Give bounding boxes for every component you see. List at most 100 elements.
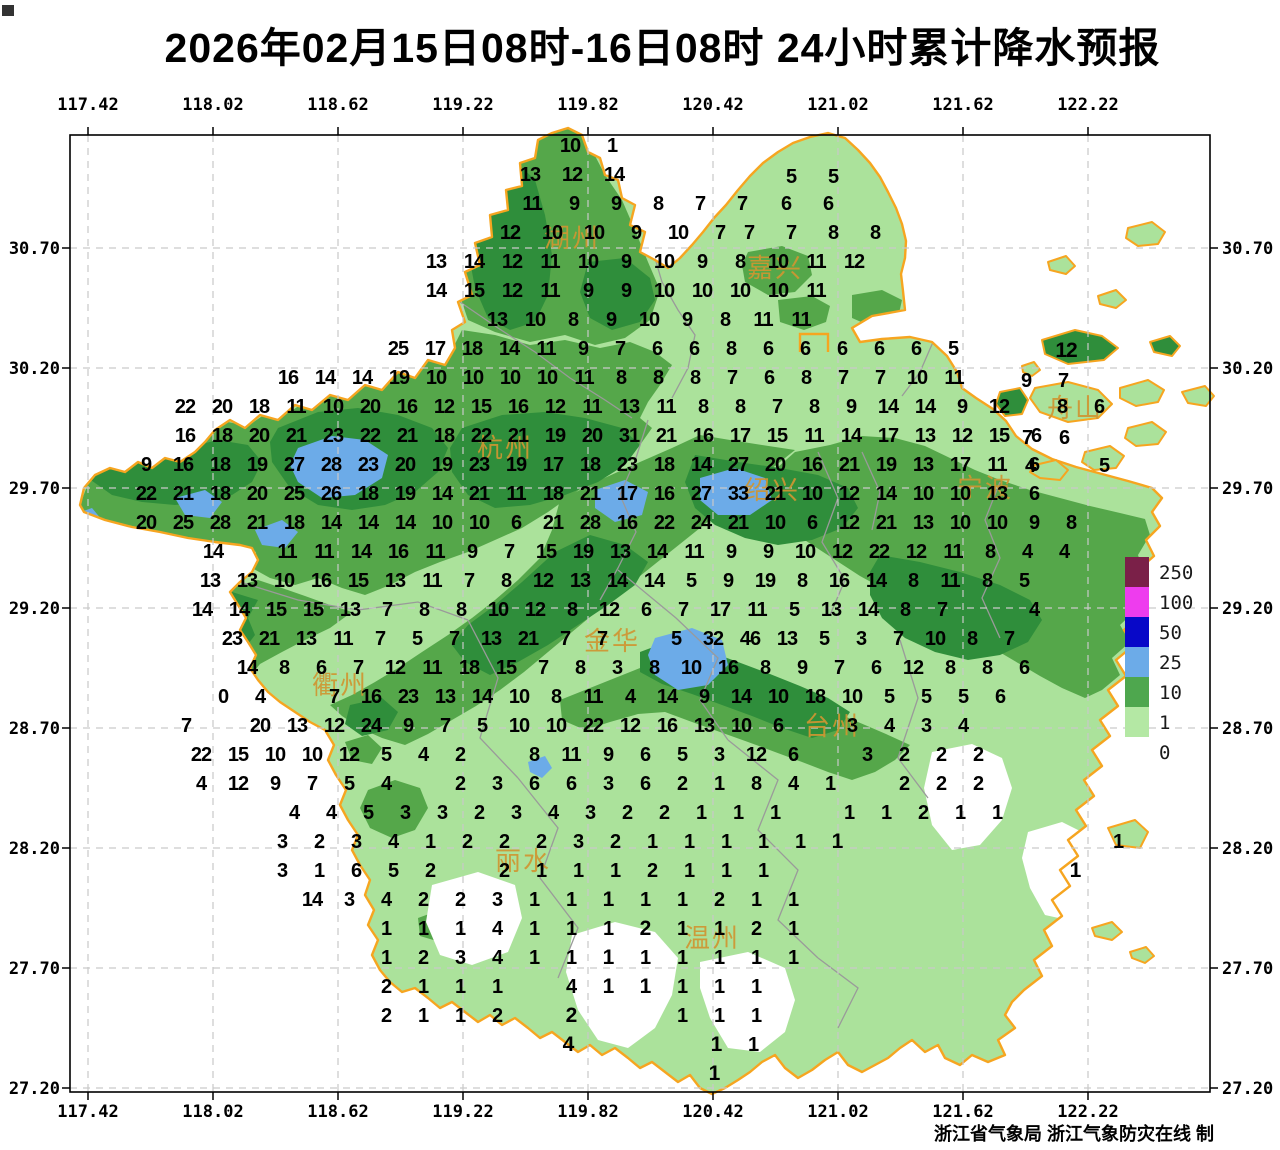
precip-value: 1 [418,1005,429,1027]
precip-value: 14 [915,396,937,418]
precip-value: 8 [568,309,579,331]
precip-value: 1 [455,918,466,940]
precip-value: 6 [640,773,651,795]
precip-value: 7 [382,599,393,621]
precip-value: 7 [307,773,318,795]
precip-value: 12 [620,715,641,737]
x-axis-label-top: 118.02 [182,95,243,115]
precip-value: 9 [611,193,622,215]
precip-value: 7 [744,222,755,244]
precip-value: 12 [599,599,620,621]
y-axis-label-left: 30.20 [9,359,60,379]
precip-value: 1 [748,1034,759,1056]
precip-value: 8 [982,657,993,679]
precip-value: 11 [656,396,676,418]
precip-value: 13 [694,715,715,737]
precip-value: 6 [1029,483,1040,505]
precip-value: 11 [753,309,773,331]
city-label-金华: 金华 [584,626,640,656]
precip-value: 22 [191,744,212,766]
y-axis-label-left: 29.70 [9,479,60,499]
precip-value: 4 [566,976,578,998]
precip-value: 1 [955,802,966,824]
precip-value: 1 [573,860,584,882]
precip-value: 3 [585,802,596,824]
precip-value: 15 [348,570,369,592]
precip-value: 3 [351,831,362,853]
precip-value: 7 [737,193,748,215]
precip-value: 21 [469,483,490,505]
precip-value: 7 [1004,628,1015,650]
precip-value: 8 [809,396,820,418]
precip-value: 5 [477,715,488,737]
precip-value: 4 [788,773,800,795]
precip-value: 11 [286,396,306,418]
precip-value: 14 [607,570,629,592]
x-axis-label-bottom: 121.02 [807,1102,868,1122]
precip-value: 4 [625,686,637,708]
precip-value: 18 [543,483,564,505]
precip-value: 11 [747,599,767,621]
y-axis-label-left: 29.20 [9,599,60,619]
x-axis-label-top: 119.22 [432,95,493,115]
legend-swatch-25 [1125,647,1149,677]
precip-value: 10 [768,280,789,302]
precip-value: 32 [703,628,724,650]
precip-value: 4 [492,918,504,940]
precip-value: 10 [525,309,546,331]
precip-value: 2 [936,773,947,795]
precip-value: 1 [758,860,769,882]
precip-value: 12 [903,657,924,679]
precip-value: 4 [326,802,338,824]
precip-value: 12 [385,657,406,679]
precip-value: 6 [1059,427,1070,449]
precip-value: 2 [455,773,466,795]
precip-value: 14 [858,599,880,621]
precip-value: 10 [668,222,689,244]
precip-value: 9 [682,309,693,331]
precip-value: 14 [229,599,251,621]
precip-value: 10 [537,367,558,389]
precip-value: 20 [395,454,416,476]
precip-value: 4 [958,715,970,737]
precip-value: 5 [363,802,374,824]
precip-value: 4 [563,1033,575,1056]
precip-value: 7 [1058,370,1069,392]
precip-value: 22 [654,512,675,534]
precip-value: 13 [987,483,1008,505]
precip-value: 7 [727,367,738,389]
precip-value: 24 [691,512,713,534]
precip-value: 14 [321,512,343,534]
city-label-嘉兴: 嘉兴 [747,253,803,283]
precip-value: 9 [569,193,580,215]
precip-value: 2 [659,802,670,824]
precip-value: 6 [807,512,818,534]
precip-value: 9 [606,309,617,331]
precip-value: 9 [697,251,708,273]
precip-value: 0 [218,686,229,708]
precip-value: 7 [838,367,849,389]
precip-value: 5 [789,599,800,621]
precip-value: 11 [540,280,560,302]
precip-value: 19 [506,454,527,476]
city-label-衢州: 衢州 [312,670,368,700]
precip-value: 25 [388,338,409,360]
city-label-绍兴: 绍兴 [744,475,800,505]
city-label-丽水: 丽水 [495,846,551,876]
precip-value: 17 [878,425,899,447]
precip-value: 8 [720,309,731,331]
precip-value: 12 [228,773,249,795]
precip-value: 16 [361,686,382,708]
precip-value: 20 [136,512,157,534]
precip-value: 5 [921,686,932,708]
precip-value: 1 [795,831,806,853]
precip-value: 5 [388,860,399,882]
precip-value: 11 [791,309,811,331]
precip-value: 21 [508,425,529,447]
precip-value: 5 [412,628,423,650]
precip-value: 8 [419,599,430,621]
precip-value: 18 [358,483,379,505]
precip-value: 21 [656,425,677,447]
